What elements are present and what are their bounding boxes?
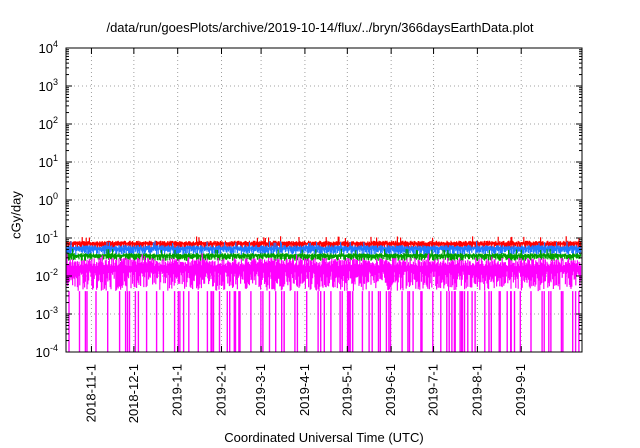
x-tick-label: 2018-11-1 bbox=[83, 364, 98, 422]
y-tick-label: 10-4 bbox=[36, 343, 58, 360]
y-tick-label: 101 bbox=[39, 153, 58, 170]
x-tick-label: 2019-7-1 bbox=[426, 364, 441, 416]
y-tick-label: 10-1 bbox=[36, 229, 58, 246]
y-tick-label: 104 bbox=[39, 39, 58, 56]
y-tick-label: 103 bbox=[39, 77, 58, 94]
x-tick-label: 2019-2-1 bbox=[214, 364, 229, 416]
y-tick-label: 10-2 bbox=[36, 267, 58, 284]
x-tick-label: 2019-8-1 bbox=[469, 364, 484, 416]
x-axis: 2018-11-1 2018-12-1 2019-1-1 2019-2-1 2019-3… bbox=[83, 48, 528, 423]
series-dropouts bbox=[68, 291, 580, 352]
x-tick-label: 2019-6-1 bbox=[383, 364, 398, 416]
x-axis-label: Coordinated Universal Time (UTC) bbox=[224, 430, 424, 445]
x-tick-label: 2019-1-1 bbox=[170, 364, 185, 416]
y-tick-label: 100 bbox=[39, 191, 58, 208]
y-tick-label: 102 bbox=[39, 115, 58, 132]
x-tick-label: 2019-3-1 bbox=[253, 364, 268, 416]
chart-title: /data/run/goesPlots/archive/2019-10-14/f… bbox=[106, 20, 534, 35]
y-tick-label: 10-3 bbox=[36, 305, 58, 322]
x-tick-label: 2019-4-1 bbox=[297, 364, 312, 416]
y-axis-label: cGy/day bbox=[8, 191, 24, 239]
x-tick-label: 2019-5-1 bbox=[339, 364, 354, 416]
series-band bbox=[66, 253, 582, 292]
y-axis: 10-4 10-3 10-2 10-1 100 101 102 103 104 bbox=[36, 39, 582, 360]
data-series bbox=[66, 236, 582, 352]
grid-lines bbox=[66, 48, 582, 352]
x-tick-label: 2019-9-1 bbox=[513, 364, 528, 416]
x-tick-label: 2018-12-1 bbox=[126, 364, 141, 423]
